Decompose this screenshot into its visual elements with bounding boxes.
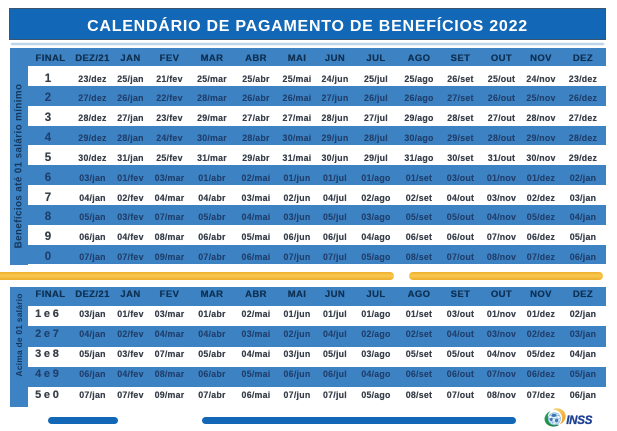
svg-text:INSS: INSS [566, 415, 593, 427]
